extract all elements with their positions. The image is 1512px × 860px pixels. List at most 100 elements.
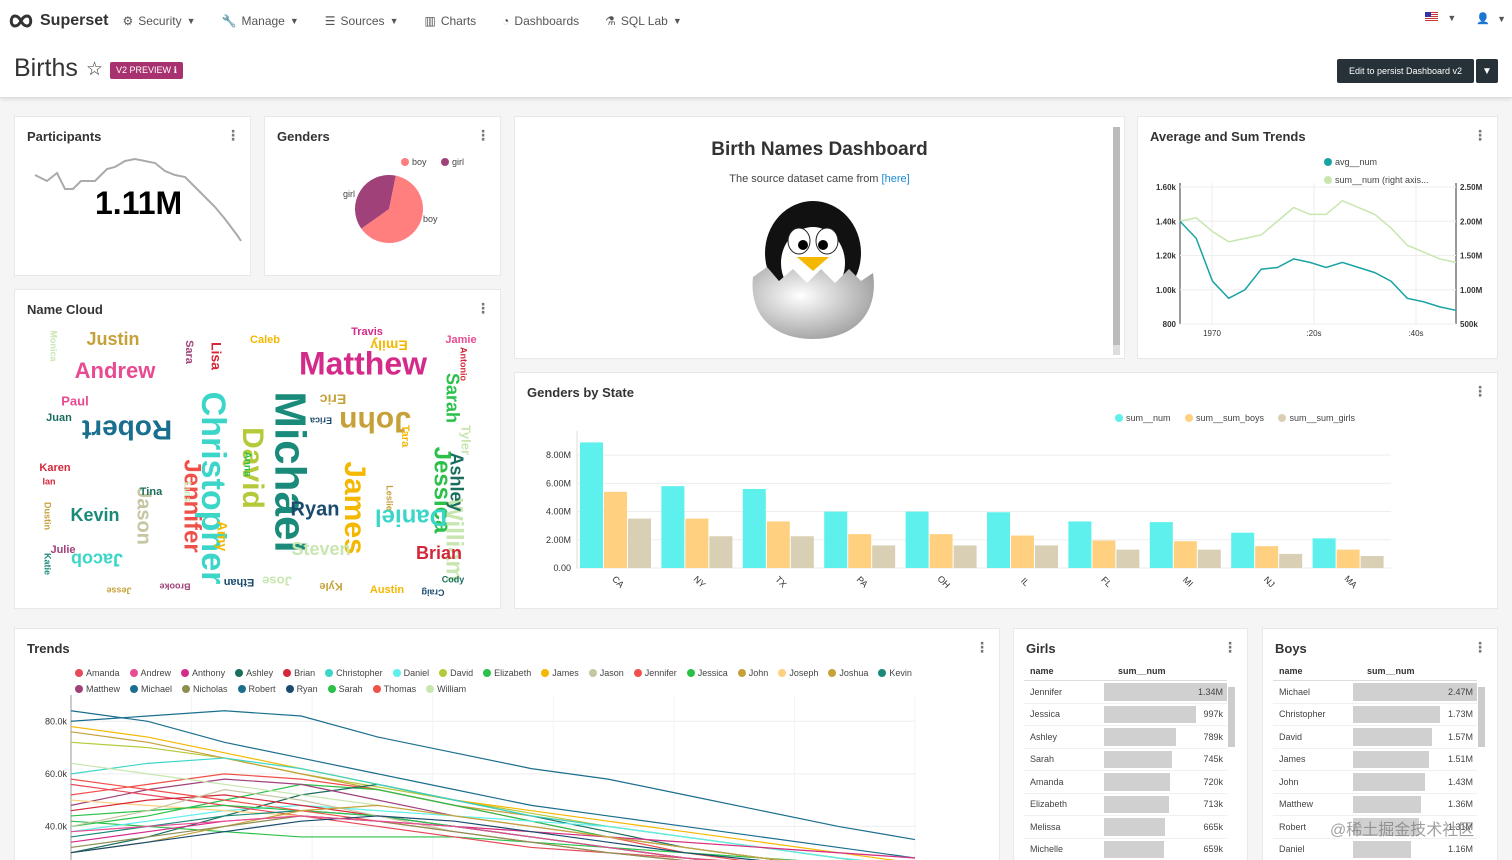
- legend-item[interactable]: Kevin: [878, 665, 912, 681]
- cloud-word[interactable]: Luis: [181, 482, 192, 503]
- language-flag-dropdown[interactable]: ▼: [1425, 12, 1456, 25]
- more-options-icon[interactable]: ⋮: [1473, 127, 1487, 143]
- v2-preview-badge[interactable]: V2 PREVIEW ℹ: [110, 62, 183, 79]
- legend-item[interactable]: Andrew: [129, 665, 171, 681]
- user-menu[interactable]: 👤 ▼: [1476, 12, 1506, 25]
- cloud-word[interactable]: David: [236, 427, 269, 509]
- legend-item[interactable]: Joseph: [778, 665, 818, 681]
- legend-item[interactable]: Joshua: [828, 665, 868, 681]
- more-options-icon[interactable]: ⋮: [1473, 639, 1487, 655]
- nav-manage[interactable]: 🔧 Manage ▼: [222, 14, 299, 28]
- dashboard-title[interactable]: Births: [14, 54, 78, 82]
- cloud-word[interactable]: Tina: [140, 486, 163, 498]
- star-icon[interactable]: ☆: [86, 59, 104, 80]
- more-options-icon[interactable]: ⋮: [1223, 639, 1237, 655]
- cloud-word[interactable]: Jose: [262, 574, 292, 589]
- cloud-word[interactable]: Karen: [39, 462, 70, 474]
- cloud-word[interactable]: Lisa: [208, 342, 224, 370]
- cloud-word[interactable]: Tyler: [459, 425, 474, 455]
- cloud-word[interactable]: Jessica: [429, 447, 456, 534]
- more-options-icon[interactable]: ⋮: [476, 127, 490, 143]
- table-row[interactable]: Daniel 1.16M: [1273, 839, 1477, 860]
- cloud-word[interactable]: Paul: [61, 393, 88, 408]
- legend-item-sum-girls[interactable]: sum__sum_girls: [1278, 413, 1355, 423]
- cloud-word[interactable]: Erica: [309, 416, 332, 426]
- table-row[interactable]: Sarah 745k: [1024, 749, 1227, 771]
- legend-item[interactable]: Jennifer: [633, 665, 677, 681]
- legend-item[interactable]: Jason: [588, 665, 624, 681]
- cloud-word[interactable]: Ian: [42, 476, 55, 486]
- markdown-link[interactable]: [here]: [881, 173, 910, 185]
- cloud-word[interactable]: Ashley: [446, 452, 466, 511]
- nav-security[interactable]: ⚙ Security ▼: [122, 14, 195, 28]
- cloud-word[interactable]: Katie: [43, 553, 53, 575]
- header-name[interactable]: name: [1279, 665, 1303, 676]
- legend-item[interactable]: James: [541, 665, 579, 681]
- cloud-word[interactable]: Emily: [370, 337, 408, 353]
- cloud-word[interactable]: Ryan: [291, 498, 340, 520]
- legend-item[interactable]: Jessica: [686, 665, 728, 681]
- table-row[interactable]: Matthew 1.36M: [1273, 794, 1477, 816]
- cloud-word[interactable]: Michael: [265, 391, 314, 552]
- legend-item-sum-num[interactable]: sum__num: [1115, 413, 1171, 423]
- cloud-word[interactable]: Travis: [351, 326, 383, 338]
- girls-table-scroll-thumb[interactable]: [1228, 687, 1235, 747]
- cloud-word[interactable]: Jennifer: [179, 459, 206, 552]
- nav-charts[interactable]: ▥ Charts: [424, 14, 476, 28]
- dashboard-menu-caret-button[interactable]: ▼: [1476, 59, 1498, 83]
- markdown-scroll-thumb[interactable]: [1113, 127, 1120, 345]
- cloud-word[interactable]: James: [338, 461, 371, 554]
- legend-item[interactable]: Christopher: [325, 665, 383, 681]
- cloud-word[interactable]: Tara: [399, 425, 411, 448]
- more-options-icon[interactable]: ⋮: [476, 300, 490, 316]
- table-row[interactable]: John 1.43M: [1273, 771, 1477, 794]
- legend-item-sum[interactable]: sum__num (right axis...: [1324, 175, 1429, 185]
- legend-item-girl[interactable]: girl: [440, 157, 464, 167]
- legend-item[interactable]: Daniel: [392, 665, 429, 681]
- table-row[interactable]: Jessica 997k: [1024, 704, 1227, 726]
- cloud-word[interactable]: Steven: [291, 539, 350, 559]
- legend-item[interactable]: Matthew: [75, 681, 120, 697]
- cloud-word[interactable]: Monica: [49, 330, 59, 362]
- cloud-word[interactable]: Brian: [416, 543, 462, 563]
- cloud-word[interactable]: Craig: [421, 588, 444, 598]
- cloud-word[interactable]: Christopher: [194, 392, 232, 585]
- more-options-icon[interactable]: ⋮: [975, 639, 989, 655]
- cloud-word[interactable]: Austin: [370, 584, 405, 596]
- table-row[interactable]: David 1.57M: [1273, 726, 1477, 749]
- cloud-word[interactable]: Brooke: [159, 582, 190, 592]
- legend-item[interactable]: David: [439, 665, 473, 681]
- cloud-word[interactable]: Ethan: [223, 576, 254, 588]
- cloud-word[interactable]: Antonio: [459, 347, 469, 381]
- cloud-word[interactable]: John: [339, 405, 411, 438]
- legend-item[interactable]: Brian: [283, 665, 315, 681]
- legend-item[interactable]: Ryan: [285, 681, 318, 697]
- cloud-word[interactable]: Kyle: [319, 580, 342, 592]
- legend-item-avg[interactable]: avg__num: [1324, 157, 1377, 167]
- legend-item[interactable]: Nicholas: [182, 681, 228, 697]
- cloud-word[interactable]: Matthew: [299, 345, 427, 381]
- more-options-icon[interactable]: ⋮: [226, 127, 240, 143]
- cloud-word[interactable]: Jamie: [445, 334, 476, 346]
- cloud-word[interactable]: Robert: [82, 415, 172, 446]
- boys-table-scroll-thumb[interactable]: [1478, 687, 1485, 747]
- cloud-word[interactable]: Dustin: [43, 502, 53, 530]
- table-row[interactable]: Michael 2.47M: [1273, 681, 1477, 704]
- legend-item[interactable]: Ashley: [235, 665, 273, 681]
- legend-item[interactable]: John: [737, 665, 768, 681]
- table-row[interactable]: Jennifer 1.34M: [1024, 681, 1227, 704]
- table-row[interactable]: Christopher 1.73M: [1273, 704, 1477, 726]
- legend-item[interactable]: Amanda: [75, 665, 120, 681]
- table-row[interactable]: Elizabeth 713k: [1024, 794, 1227, 816]
- cloud-word[interactable]: Jacob: [71, 549, 123, 569]
- table-row[interactable]: Amanda 720k: [1024, 771, 1227, 794]
- cloud-word[interactable]: Sarah: [442, 373, 462, 423]
- legend-item[interactable]: Elizabeth: [483, 665, 531, 681]
- table-row[interactable]: Robert 1.31M: [1273, 816, 1477, 839]
- cloud-word[interactable]: Cody: [442, 574, 465, 584]
- table-row[interactable]: James 1.51M: [1273, 749, 1477, 771]
- cloud-word[interactable]: William: [441, 498, 468, 582]
- table-row[interactable]: Michelle 659k: [1024, 839, 1227, 860]
- more-options-icon[interactable]: ⋮: [1473, 383, 1487, 399]
- cloud-word[interactable]: Caleb: [250, 334, 280, 346]
